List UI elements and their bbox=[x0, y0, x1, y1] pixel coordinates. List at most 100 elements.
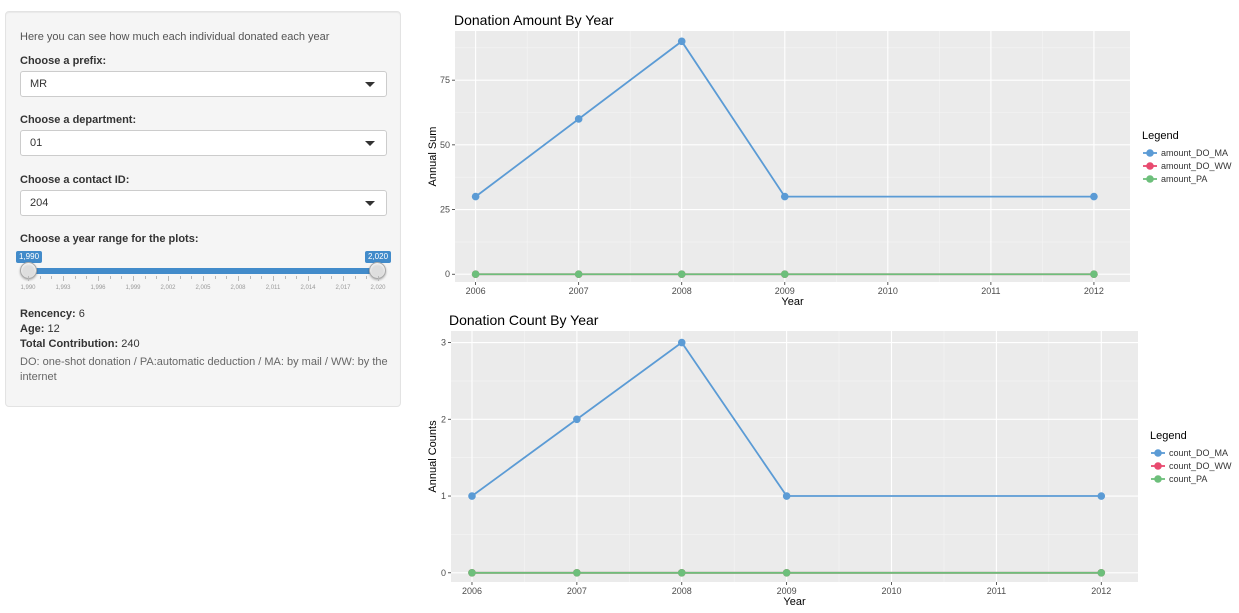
slider-tick bbox=[308, 276, 309, 281]
x-tick-label: 2007 bbox=[567, 586, 587, 596]
slider-tick-label: 1,993 bbox=[55, 285, 71, 291]
legend-title: Legend bbox=[1142, 130, 1179, 142]
data-point-count_PA bbox=[677, 568, 686, 577]
legend-entry-label: count_DO_WW bbox=[1169, 461, 1232, 471]
x-tick-label: 2010 bbox=[878, 286, 898, 296]
slider-tick bbox=[226, 276, 228, 279]
slider-tick-label: 2,014 bbox=[300, 285, 316, 291]
contact-value: 204 bbox=[30, 197, 49, 209]
y-axis-label: Annual Counts bbox=[427, 420, 439, 493]
slider-tick bbox=[74, 276, 76, 279]
sidebar-panel: Here you can see how much each individua… bbox=[5, 11, 401, 407]
x-axis-label: Year bbox=[781, 296, 804, 308]
slider-tick bbox=[63, 276, 64, 281]
slider-tick bbox=[179, 276, 181, 279]
slider-tick-label: 2,008 bbox=[230, 285, 246, 291]
y-tick-label: 75 bbox=[440, 75, 450, 85]
slider-tick bbox=[144, 276, 146, 279]
recency-label: Rencency: bbox=[20, 308, 76, 320]
slider-tick bbox=[214, 276, 216, 279]
slider-tick-label: 1,996 bbox=[90, 285, 106, 291]
x-axis-label: Year bbox=[783, 596, 806, 608]
slider-tick-label: 2,020 bbox=[370, 285, 386, 291]
slider-tick-label: 2,002 bbox=[160, 285, 176, 291]
slider-ticks: 1,990 1,993 1,996 1,999 2,002 2,005 2,008 2,011… bbox=[20, 276, 386, 296]
slider-tick bbox=[284, 276, 286, 279]
legend-key-point bbox=[1146, 162, 1154, 170]
data-point-count_DO_MA bbox=[1097, 492, 1106, 500]
prefix-select[interactable]: MR bbox=[20, 71, 387, 97]
chevron-down-icon bbox=[365, 82, 375, 87]
data-point-amount_PA bbox=[574, 270, 583, 279]
age-value: 12 bbox=[47, 323, 60, 335]
slider-tick-label: 1,990 bbox=[20, 285, 36, 291]
slider-tick bbox=[39, 276, 41, 279]
x-tick-label: 2009 bbox=[775, 286, 795, 296]
legend-key-point bbox=[1154, 462, 1162, 470]
slider-tick bbox=[378, 276, 379, 281]
data-point-amount_PA bbox=[677, 270, 686, 279]
chevron-down-icon bbox=[365, 141, 375, 146]
y-axis-label: Annual Sum bbox=[427, 127, 439, 187]
y-tick-label: 25 bbox=[440, 205, 450, 215]
legend-note: DO: one-shot donation / PA:automatic ded… bbox=[20, 356, 388, 383]
y-tick-label: 50 bbox=[440, 140, 450, 150]
age-info: Age: 12 bbox=[20, 323, 60, 335]
chart-title: Donation Count By Year bbox=[449, 312, 599, 328]
x-tick-label: 2011 bbox=[981, 286, 1000, 296]
slider-tick-label: 2,011 bbox=[265, 285, 281, 291]
x-tick-label: 2010 bbox=[882, 586, 902, 596]
slider-from-bubble: 1,990 bbox=[16, 251, 43, 263]
slider-to-bubble: 2,020 bbox=[365, 251, 392, 263]
prefix-label: Choose a prefix: bbox=[20, 55, 107, 67]
data-point-amount_DO_MA bbox=[471, 192, 480, 201]
data-point-amount_PA bbox=[471, 270, 480, 279]
prefix-value: MR bbox=[30, 78, 48, 90]
contact-label: Choose a contact ID: bbox=[20, 174, 130, 186]
plot-panel bbox=[455, 31, 1130, 282]
data-point-amount_DO_MA bbox=[574, 115, 583, 123]
legend-title: Legend bbox=[1150, 430, 1187, 442]
data-point-count_DO_MA bbox=[782, 492, 791, 500]
y-tick-label: 0 bbox=[441, 568, 446, 578]
data-point-amount_DO_MA bbox=[780, 192, 789, 201]
intro-text: Here you can see how much each individua… bbox=[20, 31, 330, 43]
data-point-amount_PA bbox=[780, 270, 789, 279]
y-tick-label: 0 bbox=[445, 269, 450, 279]
slider-tick bbox=[109, 276, 111, 279]
data-point-amount_DO_MA bbox=[677, 37, 686, 46]
data-point-count_PA bbox=[573, 568, 581, 577]
slider-handle-to[interactable] bbox=[369, 262, 386, 279]
x-tick-label: 2011 bbox=[987, 586, 1006, 596]
data-point-amount_DO_MA bbox=[1090, 192, 1098, 201]
slider-tick-label: 2,005 bbox=[195, 285, 211, 291]
department-value: 01 bbox=[30, 137, 43, 149]
slider-tick bbox=[354, 276, 356, 279]
x-tick-label: 2006 bbox=[462, 586, 482, 596]
year-range-slider[interactable] bbox=[28, 268, 378, 274]
chart-title: Donation Amount By Year bbox=[454, 12, 614, 28]
x-tick-label: 2006 bbox=[466, 286, 486, 296]
slider-tick bbox=[319, 276, 321, 279]
slider-tick bbox=[366, 276, 368, 279]
legend-entry-label: count_PA bbox=[1169, 474, 1207, 484]
x-tick-label: 2008 bbox=[672, 586, 692, 596]
slider-tick-label: 1,999 bbox=[125, 285, 141, 291]
x-tick-label: 2008 bbox=[672, 286, 692, 296]
legend-key-point bbox=[1154, 475, 1162, 483]
slider-tick bbox=[238, 276, 239, 281]
x-tick-label: 2007 bbox=[569, 286, 589, 296]
department-select[interactable]: 01 bbox=[20, 130, 387, 156]
data-point-count_DO_MA bbox=[468, 492, 476, 500]
slider-tick bbox=[273, 276, 274, 281]
total-info: Total Contribution: 240 bbox=[20, 338, 140, 350]
contact-select[interactable]: 204 bbox=[20, 190, 387, 216]
chevron-down-icon bbox=[365, 201, 375, 206]
total-label: Total Contribution: bbox=[20, 338, 119, 350]
y-tick-label: 1 bbox=[441, 491, 446, 501]
data-point-count_DO_MA bbox=[573, 415, 581, 424]
slider-tick bbox=[28, 276, 29, 281]
data-point-count_DO_MA bbox=[677, 338, 686, 347]
recency-value: 6 bbox=[78, 308, 85, 320]
